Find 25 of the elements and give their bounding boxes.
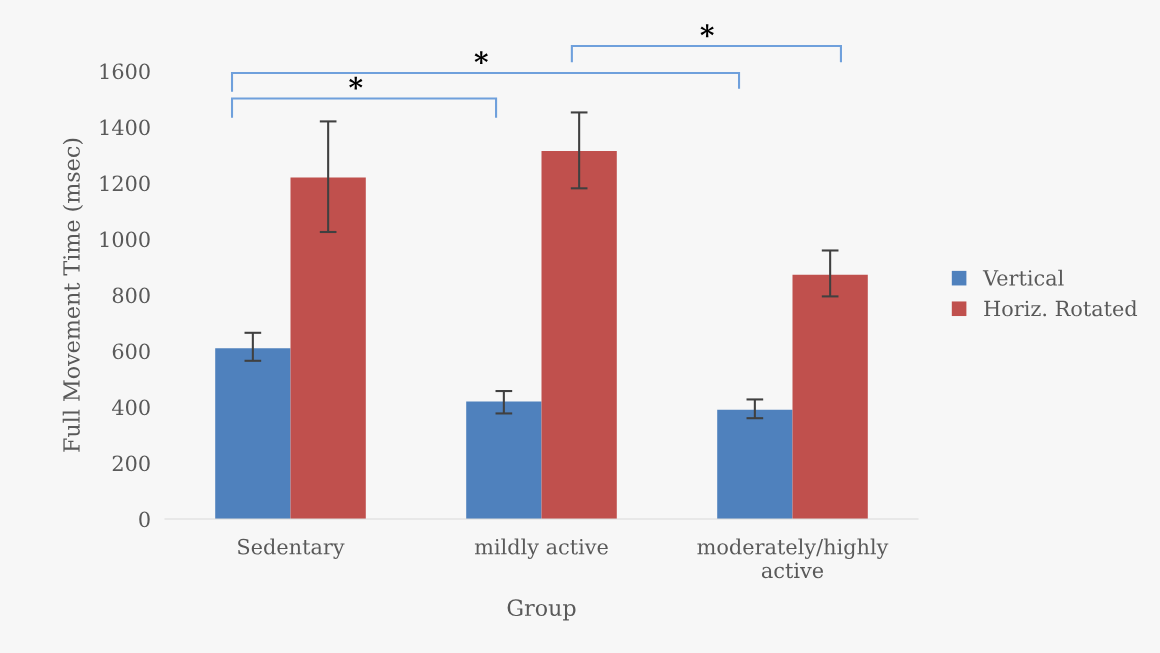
x-tick-label: Sedentary (238, 538, 345, 559)
y-tick-label: 1000 (100, 231, 150, 248)
y-tick-label: 200 (112, 455, 150, 472)
y-axis-title: Full Movement Time (msec) (62, 138, 84, 452)
annotation: * (349, 76, 363, 90)
bar (717, 409, 793, 519)
y-tick-label: 1400 (100, 119, 150, 136)
y-tick-label: 400 (111, 399, 150, 416)
x-tick-label: moderately/highly active (697, 538, 889, 579)
bar (792, 274, 868, 519)
bar (466, 401, 542, 519)
y-tick-label: 0 (139, 511, 150, 528)
x-tick-label: mildly active (474, 538, 608, 559)
text: * (474, 51, 488, 65)
bar (541, 151, 617, 519)
text: * (700, 24, 714, 38)
y-tick-label: 1200 (100, 175, 150, 192)
y-tick-label: 800 (112, 287, 150, 304)
y-tick-label: 1600 (100, 63, 150, 80)
legend-label: Vertical (982, 269, 1064, 286)
legend-label: Horiz. Rotated (984, 300, 1138, 317)
bar (215, 348, 291, 519)
bar (290, 177, 366, 519)
y-tick-label: 600 (112, 343, 150, 360)
x-axis-title: Group (507, 599, 576, 621)
